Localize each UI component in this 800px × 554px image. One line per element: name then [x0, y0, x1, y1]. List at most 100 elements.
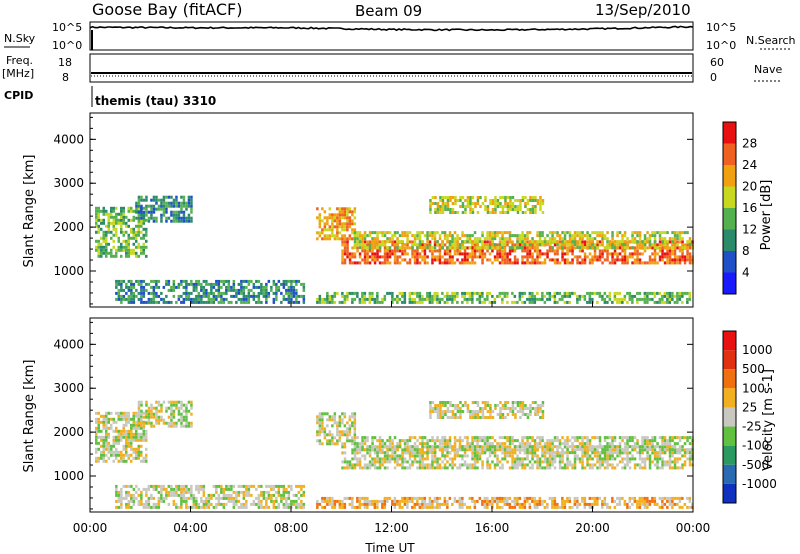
velocity-cell	[474, 416, 477, 419]
velocity-cell	[469, 413, 472, 416]
power-cell	[463, 249, 467, 253]
velocity-cell	[428, 463, 432, 467]
velocity-cell	[501, 466, 504, 470]
velocity-cell	[471, 463, 474, 467]
velocity-cell	[333, 421, 337, 425]
power-cell	[117, 294, 121, 298]
power-cell	[165, 216, 168, 220]
velocity-cell	[300, 484, 303, 488]
velocity-cell	[351, 436, 354, 440]
power-cell	[626, 258, 629, 262]
velocity-cell	[603, 448, 607, 452]
power-cell	[240, 279, 243, 283]
velocity-cell	[132, 450, 135, 454]
power-cell	[396, 294, 399, 298]
power-cell	[403, 243, 407, 247]
velocity-cell	[127, 456, 130, 460]
velocity-cell	[541, 448, 544, 452]
power-cell	[403, 300, 407, 304]
power-cell	[633, 237, 637, 241]
power-cell	[524, 196, 527, 199]
velocity-cell	[596, 448, 599, 452]
power-cell	[383, 243, 387, 247]
velocity-cell	[683, 436, 687, 440]
power-cell	[643, 261, 647, 265]
power-cell	[591, 243, 594, 247]
power-cell	[416, 252, 419, 256]
velocity-cell	[376, 466, 379, 470]
velocity-cell	[242, 484, 246, 488]
power-cell	[506, 261, 509, 265]
velocity-cell	[155, 415, 158, 419]
power-cell	[588, 291, 592, 295]
velocity-cell	[326, 442, 329, 446]
y-tick-label: 1000	[53, 264, 84, 278]
power-cell	[328, 300, 332, 304]
power-cell	[521, 231, 524, 235]
power-cell	[601, 261, 604, 265]
velocity-cell	[217, 502, 221, 506]
power-cell	[443, 243, 447, 247]
power-cell	[566, 300, 569, 304]
velocity-cell	[172, 409, 176, 413]
power-cell	[433, 297, 437, 301]
velocity-cell	[180, 499, 183, 503]
velocity-cell	[260, 490, 263, 494]
power-cell	[346, 297, 349, 301]
power-cell	[676, 261, 679, 265]
power-cell	[663, 300, 667, 304]
power-cell	[102, 248, 105, 252]
power-cell	[140, 288, 143, 292]
velocity-cell	[576, 439, 579, 443]
power-cell	[621, 246, 624, 250]
power-cell	[483, 237, 487, 241]
power-cell	[578, 297, 582, 301]
power-cell	[496, 249, 499, 253]
velocity-cell	[120, 493, 123, 497]
velocity-cell	[182, 496, 186, 500]
power-cell	[541, 202, 545, 205]
beam-title: Beam 09	[355, 2, 422, 20]
power-cell	[147, 216, 151, 220]
velocity-cell	[135, 412, 138, 416]
power-cell	[366, 297, 369, 301]
power-cell	[601, 237, 604, 241]
power-cell	[240, 282, 243, 286]
velocity-cell	[341, 451, 344, 455]
velocity-cell	[556, 451, 559, 455]
power-cell	[202, 291, 206, 295]
power-cell	[493, 300, 497, 304]
power-cell	[127, 297, 131, 301]
velocity-cell	[628, 457, 632, 461]
power-cell	[526, 199, 530, 202]
velocity-cell	[643, 448, 647, 452]
velocity-cell	[453, 463, 457, 467]
power-cell	[142, 285, 146, 289]
power-cell	[97, 218, 100, 222]
power-cell	[353, 210, 357, 214]
power-cell	[351, 228, 354, 232]
velocity-cell	[117, 429, 120, 433]
power-cell	[378, 249, 382, 253]
velocity-cell	[458, 439, 462, 443]
velocity-cell	[441, 439, 444, 443]
power-cell	[448, 255, 452, 259]
velocity-cell	[145, 415, 148, 419]
velocity-cell	[493, 466, 497, 470]
power-cell	[140, 282, 143, 286]
power-cell	[413, 243, 417, 247]
power-cell	[137, 213, 141, 217]
velocity-cell	[633, 448, 637, 452]
velocity-cell	[142, 487, 146, 491]
velocity-cell	[353, 448, 357, 452]
power-cell	[508, 246, 512, 250]
power-cell	[474, 205, 477, 208]
velocity-cell	[127, 417, 130, 421]
power-cell	[568, 261, 572, 265]
power-cell	[287, 300, 291, 304]
power-cell	[496, 231, 499, 235]
velocity-cell	[122, 417, 125, 421]
power-cell	[150, 285, 153, 289]
velocity-cell	[140, 459, 143, 463]
power-cell	[341, 243, 344, 247]
